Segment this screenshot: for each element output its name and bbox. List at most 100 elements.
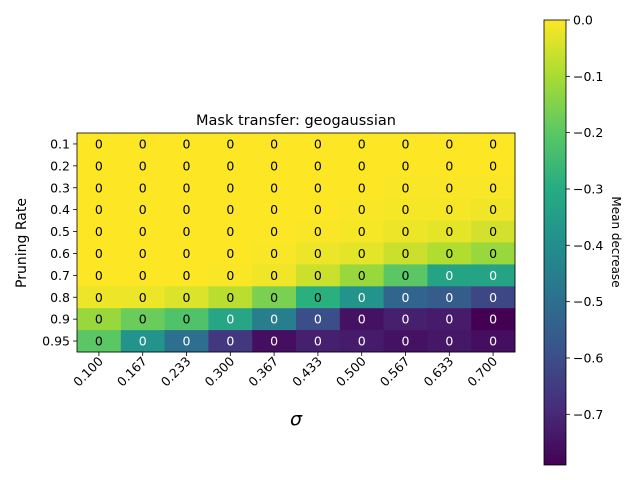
y-tick-label: 0.3 [50,180,70,195]
cell-value-label: 0 [226,290,234,305]
cell-value-label: 0 [402,268,410,283]
cell-value-label: 0 [445,268,453,283]
cell-value-label: 0 [226,224,234,239]
heatmap-cell [471,330,516,353]
heatmap-cell [427,220,472,243]
cell-value-label: 0 [402,290,410,305]
heatmap-cell [252,176,297,200]
colorbar-tick-label: −0.5 [573,294,603,309]
cell-value-label: 0 [270,158,278,173]
heatmap-cell [164,264,209,287]
cell-value-label: 0 [489,312,497,327]
cell-value-label: 0 [95,224,103,239]
cell-value-label: 0 [489,158,497,173]
cell-value-label: 0 [270,224,278,239]
cell-value-label: 0 [489,180,497,195]
x-tick-label: 0.300 [202,353,238,389]
x-axis-ticks: 0.100 0.167 0.233 0.300 0.367 0.433 0.500 0.567… [70,352,500,389]
cell-value-label: 0 [314,268,322,283]
heatmap-cell [252,264,297,287]
cell-value-label: 0 [489,136,497,151]
cell-value-label: 0 [445,224,453,239]
cell-value-label: 0 [358,158,366,173]
cell-value-label: 0 [95,246,103,261]
heatmap-cell [427,176,472,200]
x-tick-label: 0.567 [377,354,413,390]
heatmap-cell [77,198,122,221]
heatmap-cell [383,133,428,156]
x-tick-label: 0.500 [333,353,369,389]
cell-value-label: 0 [489,246,497,261]
cell-value-label: 0 [402,334,410,349]
cell-value-label: 0 [358,202,366,217]
heatmap-cell [296,242,341,265]
heatmap-cell [77,330,122,353]
heatmap-cell [252,308,297,331]
heatmap-cell [120,198,165,221]
y-tick-label: 0.7 [50,268,70,283]
cell-value-label: 0 [226,158,234,173]
cell-value-label: 0 [139,312,147,327]
cell-value-label: 0 [95,136,103,151]
heatmap-cell [120,133,165,156]
heatmap-cell [383,308,428,331]
heatmap-cell [339,242,384,265]
x-axis-label: σ [290,408,303,430]
heatmap-cell [471,154,516,178]
heatmap-cell [296,198,341,221]
heatmap-cell [471,308,516,331]
heatmap-cell [208,308,253,331]
cell-value-label: 0 [183,334,191,349]
y-tick-label: 0.95 [42,334,70,349]
heatmap-cell [164,330,209,353]
cell-value-label: 0 [314,136,322,151]
heatmap-cell [296,330,341,353]
cell-value-label: 0 [358,268,366,283]
cell-value-label: 0 [183,224,191,239]
colorbar-tick-label: −0.1 [573,69,603,84]
x-tick-label: 0.167 [114,354,150,390]
cell-value-label: 0 [139,158,147,173]
heatmap-cell [120,330,165,353]
heatmap-cell [208,133,253,156]
heatmap-cell [120,286,165,309]
heatmap-cell [77,264,122,287]
heatmap-cell [208,220,253,243]
cell-value-label: 0 [445,180,453,195]
cell-value-label: 0 [270,202,278,217]
cell-value-label: 0 [402,224,410,239]
cell-value-label: 0 [139,334,147,349]
cell-value-label: 0 [489,202,497,217]
heatmap-cell-labels: 0 0 0 0 0 0 0 0 0 0 0 0 0 0 0 0 0 0 0 0 0 0 0 0 0 0 0 0 0 0 0 0 0 0 0 0 0 0 0 0… [95,136,497,348]
cell-value-label: 0 [95,202,103,217]
cell-value-label: 0 [95,312,103,327]
heatmap-cell [296,286,341,309]
y-tick-label: 0.5 [50,224,70,239]
cell-value-label: 0 [314,202,322,217]
cell-value-label: 0 [139,224,147,239]
heatmap-cell [252,286,297,309]
x-tick-label: 0.433 [289,354,325,390]
cell-value-label: 0 [95,334,103,349]
heatmap-cell [339,220,384,243]
cell-value-label: 0 [314,158,322,173]
heatmap-cell [471,198,516,221]
heatmap-cell [296,154,341,178]
cell-value-label: 0 [270,246,278,261]
cell-value-label: 0 [139,136,147,151]
cell-value-label: 0 [95,180,103,195]
cell-value-label: 0 [489,290,497,305]
heatmap-cell [120,220,165,243]
heatmap-cell [252,220,297,243]
cell-value-label: 0 [445,136,453,151]
colorbar-tick-label: −0.2 [573,125,603,140]
heatmap-cell [296,176,341,200]
heatmap-cell [383,286,428,309]
cell-value-label: 0 [270,180,278,195]
heatmap-cell [164,133,209,156]
cell-value-label: 0 [270,136,278,151]
heatmap-cell [427,242,472,265]
x-tick-label: 0.633 [421,354,457,390]
heatmap-cell [471,264,516,287]
x-tick-label: 0.700 [464,353,500,389]
